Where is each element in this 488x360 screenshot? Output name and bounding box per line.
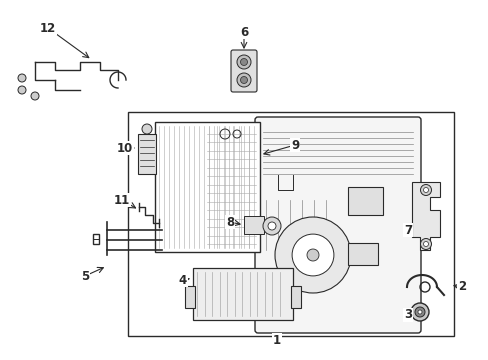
Text: 8: 8 xyxy=(225,216,234,229)
Circle shape xyxy=(237,55,250,69)
Circle shape xyxy=(240,58,247,66)
FancyBboxPatch shape xyxy=(254,117,420,333)
Bar xyxy=(193,268,292,320)
Circle shape xyxy=(420,239,430,249)
Text: 7: 7 xyxy=(403,224,411,237)
Circle shape xyxy=(423,188,427,193)
Polygon shape xyxy=(93,234,99,244)
Circle shape xyxy=(18,86,26,94)
Text: 5: 5 xyxy=(81,270,89,283)
Text: 2: 2 xyxy=(457,280,465,293)
Circle shape xyxy=(267,222,275,230)
Circle shape xyxy=(18,74,26,82)
Bar xyxy=(290,286,301,308)
Circle shape xyxy=(240,77,247,84)
Circle shape xyxy=(237,73,250,87)
Text: 6: 6 xyxy=(240,26,247,39)
Text: 4: 4 xyxy=(179,274,187,287)
Text: 10: 10 xyxy=(117,141,133,154)
Circle shape xyxy=(410,303,428,321)
Bar xyxy=(347,187,382,215)
Bar xyxy=(347,243,377,265)
Text: 9: 9 xyxy=(290,139,299,152)
Circle shape xyxy=(423,242,427,247)
Text: 3: 3 xyxy=(403,309,411,321)
FancyBboxPatch shape xyxy=(230,50,257,92)
Circle shape xyxy=(414,307,424,317)
Circle shape xyxy=(263,217,281,235)
Text: 11: 11 xyxy=(114,194,130,207)
Text: 12: 12 xyxy=(40,22,56,35)
Bar xyxy=(155,122,260,252)
Text: 1: 1 xyxy=(272,333,281,346)
Bar xyxy=(244,216,264,234)
Bar xyxy=(184,286,195,308)
Circle shape xyxy=(420,185,430,195)
Circle shape xyxy=(306,249,318,261)
Bar xyxy=(128,112,453,336)
Bar xyxy=(138,134,156,174)
Circle shape xyxy=(142,124,152,134)
Circle shape xyxy=(31,92,39,100)
Circle shape xyxy=(274,217,350,293)
Circle shape xyxy=(291,234,333,276)
Circle shape xyxy=(417,310,421,314)
Polygon shape xyxy=(411,182,439,250)
